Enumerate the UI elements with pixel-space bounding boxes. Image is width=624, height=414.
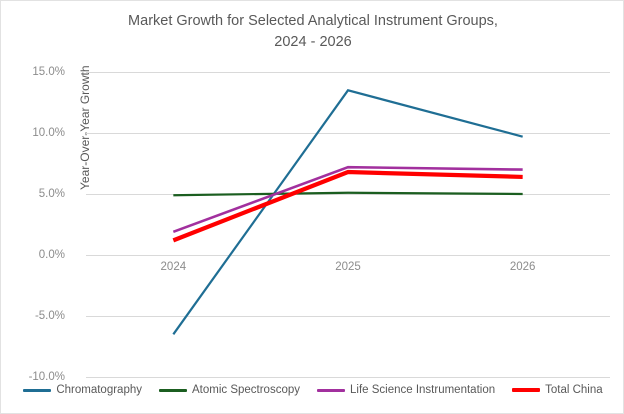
x-axis-tick-label: 2025 bbox=[335, 261, 361, 273]
y-axis-tick-label: -10.0% bbox=[28, 371, 65, 383]
y-axis-tick-label: 5.0% bbox=[38, 188, 65, 200]
y-axis-tick-label: -5.0% bbox=[34, 310, 65, 322]
y-axis-tick-label: 0.0% bbox=[38, 249, 65, 261]
legend-item[interactable]: Chromatography bbox=[23, 384, 142, 396]
series-line bbox=[172, 89, 523, 335]
series-line bbox=[173, 191, 523, 197]
chart-legend: Chromatography Atomic Spectroscopy Life Sc… bbox=[1, 384, 623, 396]
legend-swatch-icon bbox=[158, 388, 187, 392]
gridline bbox=[86, 255, 610, 256]
legend-label: Life Science Instrumentation bbox=[350, 384, 496, 396]
gridline bbox=[86, 316, 610, 317]
legend-swatch-icon bbox=[512, 388, 541, 392]
legend-swatch-icon bbox=[23, 388, 52, 392]
legend-item[interactable]: Total China bbox=[512, 384, 603, 396]
legend-item[interactable]: Atomic Spectroscopy bbox=[158, 384, 300, 396]
legend-label: Chromatography bbox=[56, 384, 142, 396]
gridline bbox=[86, 133, 610, 134]
series-lines bbox=[172, 89, 523, 335]
gridline bbox=[86, 72, 610, 73]
gridline bbox=[86, 194, 610, 195]
legend-swatch-icon bbox=[317, 388, 345, 392]
series-line bbox=[172, 169, 523, 243]
chart-title: Market Growth for Selected Analytical In… bbox=[128, 13, 498, 50]
legend-label: Atomic Spectroscopy bbox=[191, 384, 300, 396]
y-axis-tick-label: 10.0% bbox=[32, 127, 65, 139]
x-axis-tick-label: 2026 bbox=[509, 261, 536, 273]
series-line bbox=[172, 165, 523, 234]
gridline bbox=[86, 377, 610, 378]
legend-item[interactable]: Life Science Instrumentation bbox=[317, 384, 495, 396]
y-axis-tick-label: 15.0% bbox=[32, 66, 65, 78]
x-axis-tick-label: 2024 bbox=[160, 261, 187, 273]
legend-label: Total China bbox=[545, 384, 603, 396]
plot-area: Year-Over-Year Growth 15.0% 10.0% 5.0% 0.0%… bbox=[29, 66, 610, 383]
